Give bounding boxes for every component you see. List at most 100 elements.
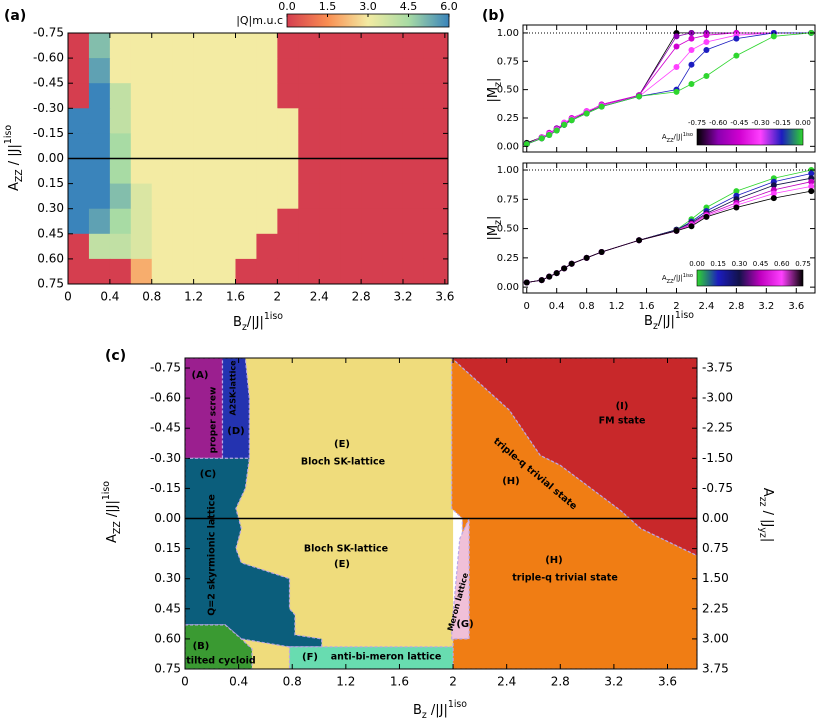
phase-label: (D)	[227, 426, 244, 437]
series-marker	[688, 61, 695, 68]
legend-entry: 0.00	[795, 119, 811, 127]
heatmap-cell	[88, 158, 111, 185]
heatmap-cell	[361, 258, 383, 284]
phase-label: anti-bi-meron lattice	[331, 652, 442, 663]
label-part: 1iso	[683, 273, 693, 279]
heatmap-cell	[402, 33, 425, 59]
heatmap-cell	[340, 83, 362, 109]
phase-label: Bloch SK-lattice	[301, 457, 385, 468]
phase-label: tilted cycloid	[186, 656, 255, 667]
heatmap-cell	[109, 158, 132, 185]
series-marker	[568, 260, 575, 267]
legend-entry: -0.60	[709, 119, 727, 127]
series-marker	[770, 190, 777, 197]
y-tick-label: 0.25	[497, 113, 519, 124]
heatmap-cell	[151, 208, 174, 235]
x-tick-label: 0	[524, 301, 530, 312]
label-part: 1iso	[448, 699, 467, 710]
series-marker	[808, 178, 815, 185]
heatmap-cell	[277, 133, 299, 159]
colorbar-tick-label: 6.0	[440, 0, 458, 13]
series-marker	[733, 204, 740, 211]
heatmap-cell	[88, 183, 111, 210]
y2-tick-label: -1.50	[702, 451, 733, 465]
label-part: /|J|	[674, 133, 683, 141]
series-marker	[598, 249, 605, 256]
heatmap-cell	[319, 33, 341, 59]
heatmap-cell	[193, 108, 216, 134]
heatmap-cell	[298, 83, 320, 109]
x-tick-label: 3.6	[788, 301, 804, 312]
label-part: |	[486, 216, 501, 220]
heatmap-cell	[151, 133, 174, 159]
heatmap-cell	[277, 108, 299, 134]
label-part: |M	[486, 87, 501, 103]
heatmap-cell	[235, 83, 257, 109]
heatmap-cell	[68, 108, 90, 134]
legend-entry: -0.75	[688, 119, 706, 127]
heatmap-cell	[130, 83, 153, 109]
heatmap-cell	[319, 108, 341, 134]
heatmap-cell	[298, 58, 320, 84]
series-marker	[553, 127, 560, 134]
heatmap-cell	[130, 58, 153, 84]
y-axis-label: AZZ /|J|1iso	[101, 481, 123, 543]
y-axis-label: AZZ / |J|1iso	[3, 125, 25, 191]
label-part: 1iso	[101, 481, 112, 500]
y2-axis-label: Azz / |Jyz|	[757, 488, 776, 542]
phase-label: (I)	[616, 401, 629, 412]
x-tick-label: 2.4	[310, 290, 329, 304]
heatmap-cell	[109, 233, 132, 260]
y-tick-label: 1.00	[497, 28, 519, 39]
series-marker	[770, 182, 777, 189]
label-part: ZZ	[667, 138, 674, 144]
series-marker	[523, 141, 530, 148]
colorbar-tick-label: 0.0	[278, 0, 296, 13]
label-part: 1iso	[3, 125, 14, 144]
label-part: z	[653, 321, 658, 332]
plot-frame	[522, 162, 816, 294]
heatmap-cell	[214, 258, 236, 284]
heatmap-cell	[130, 133, 153, 159]
heatmap-cell	[109, 133, 132, 159]
heatmap-cell	[444, 183, 448, 210]
heatmap-cell	[214, 158, 236, 185]
x-tick-label: 2	[449, 675, 457, 689]
y-tick-label: -0.15	[150, 481, 181, 495]
heatmap-cell	[382, 233, 404, 260]
y2-tick-label: -3.75	[702, 361, 733, 375]
series-line	[526, 190, 812, 283]
y-tick-label: -0.30	[33, 101, 64, 115]
y-tick-label: 0.25	[497, 253, 519, 264]
heatmap-cell	[88, 208, 111, 235]
heatmap-cell	[88, 83, 111, 109]
heatmap-cell	[423, 33, 446, 59]
legend-entry: -0.15	[773, 119, 791, 127]
heatmap-cell	[361, 83, 383, 109]
heatmap-cell	[382, 158, 404, 185]
heatmap-cell	[172, 58, 195, 84]
label-part: /|J|	[427, 703, 448, 718]
x-tick-label: 2.4	[497, 675, 516, 689]
y2-tick-label: 3.75	[702, 662, 729, 676]
heatmap-cell	[340, 133, 362, 159]
x-tick-label: 0.8	[579, 301, 595, 312]
heatmap-cell	[88, 33, 111, 59]
series-marker	[583, 254, 590, 261]
label-part: 1iso	[675, 310, 694, 321]
label-part: /|J|	[105, 500, 120, 521]
y-tick-label: 0.15	[154, 541, 181, 555]
phase-label: (B)	[193, 641, 210, 652]
heatmap-cell	[444, 108, 448, 134]
plot-area	[523, 29, 815, 148]
heatmap-cell	[382, 258, 404, 284]
series-marker	[568, 117, 575, 124]
heatmap-cell	[444, 33, 448, 59]
heatmap-cell	[109, 258, 132, 284]
heatmap-cell	[151, 233, 174, 260]
heatmap-cell	[382, 133, 404, 159]
heatmap-cell	[172, 158, 195, 185]
series-marker	[733, 188, 740, 195]
x-tick-label: 0.4	[100, 290, 119, 304]
